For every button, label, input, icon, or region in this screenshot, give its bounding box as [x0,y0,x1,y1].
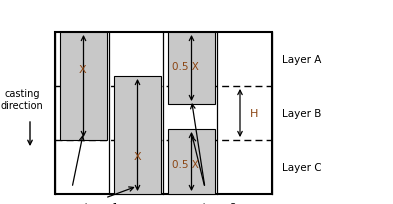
Text: Layer C: Layer C [282,162,321,172]
Text: specimen 3: specimen 3 [180,202,237,204]
Bar [55,33,272,194]
Text: Layer B: Layer B [282,109,321,118]
Text: 0.5 X: 0.5 X [172,159,199,169]
Bar [168,129,215,194]
Text: X: X [133,151,141,161]
Text: Layer A: Layer A [282,55,321,65]
Text: H: H [250,109,258,118]
Text: X: X [78,65,86,75]
Text: specimen 1: specimen 1 [62,202,119,204]
Text: 0.5 X: 0.5 X [172,62,199,72]
Bar [60,33,107,140]
Bar [114,77,161,194]
Text: casting
direction: casting direction [1,89,43,110]
Bar [168,33,215,104]
